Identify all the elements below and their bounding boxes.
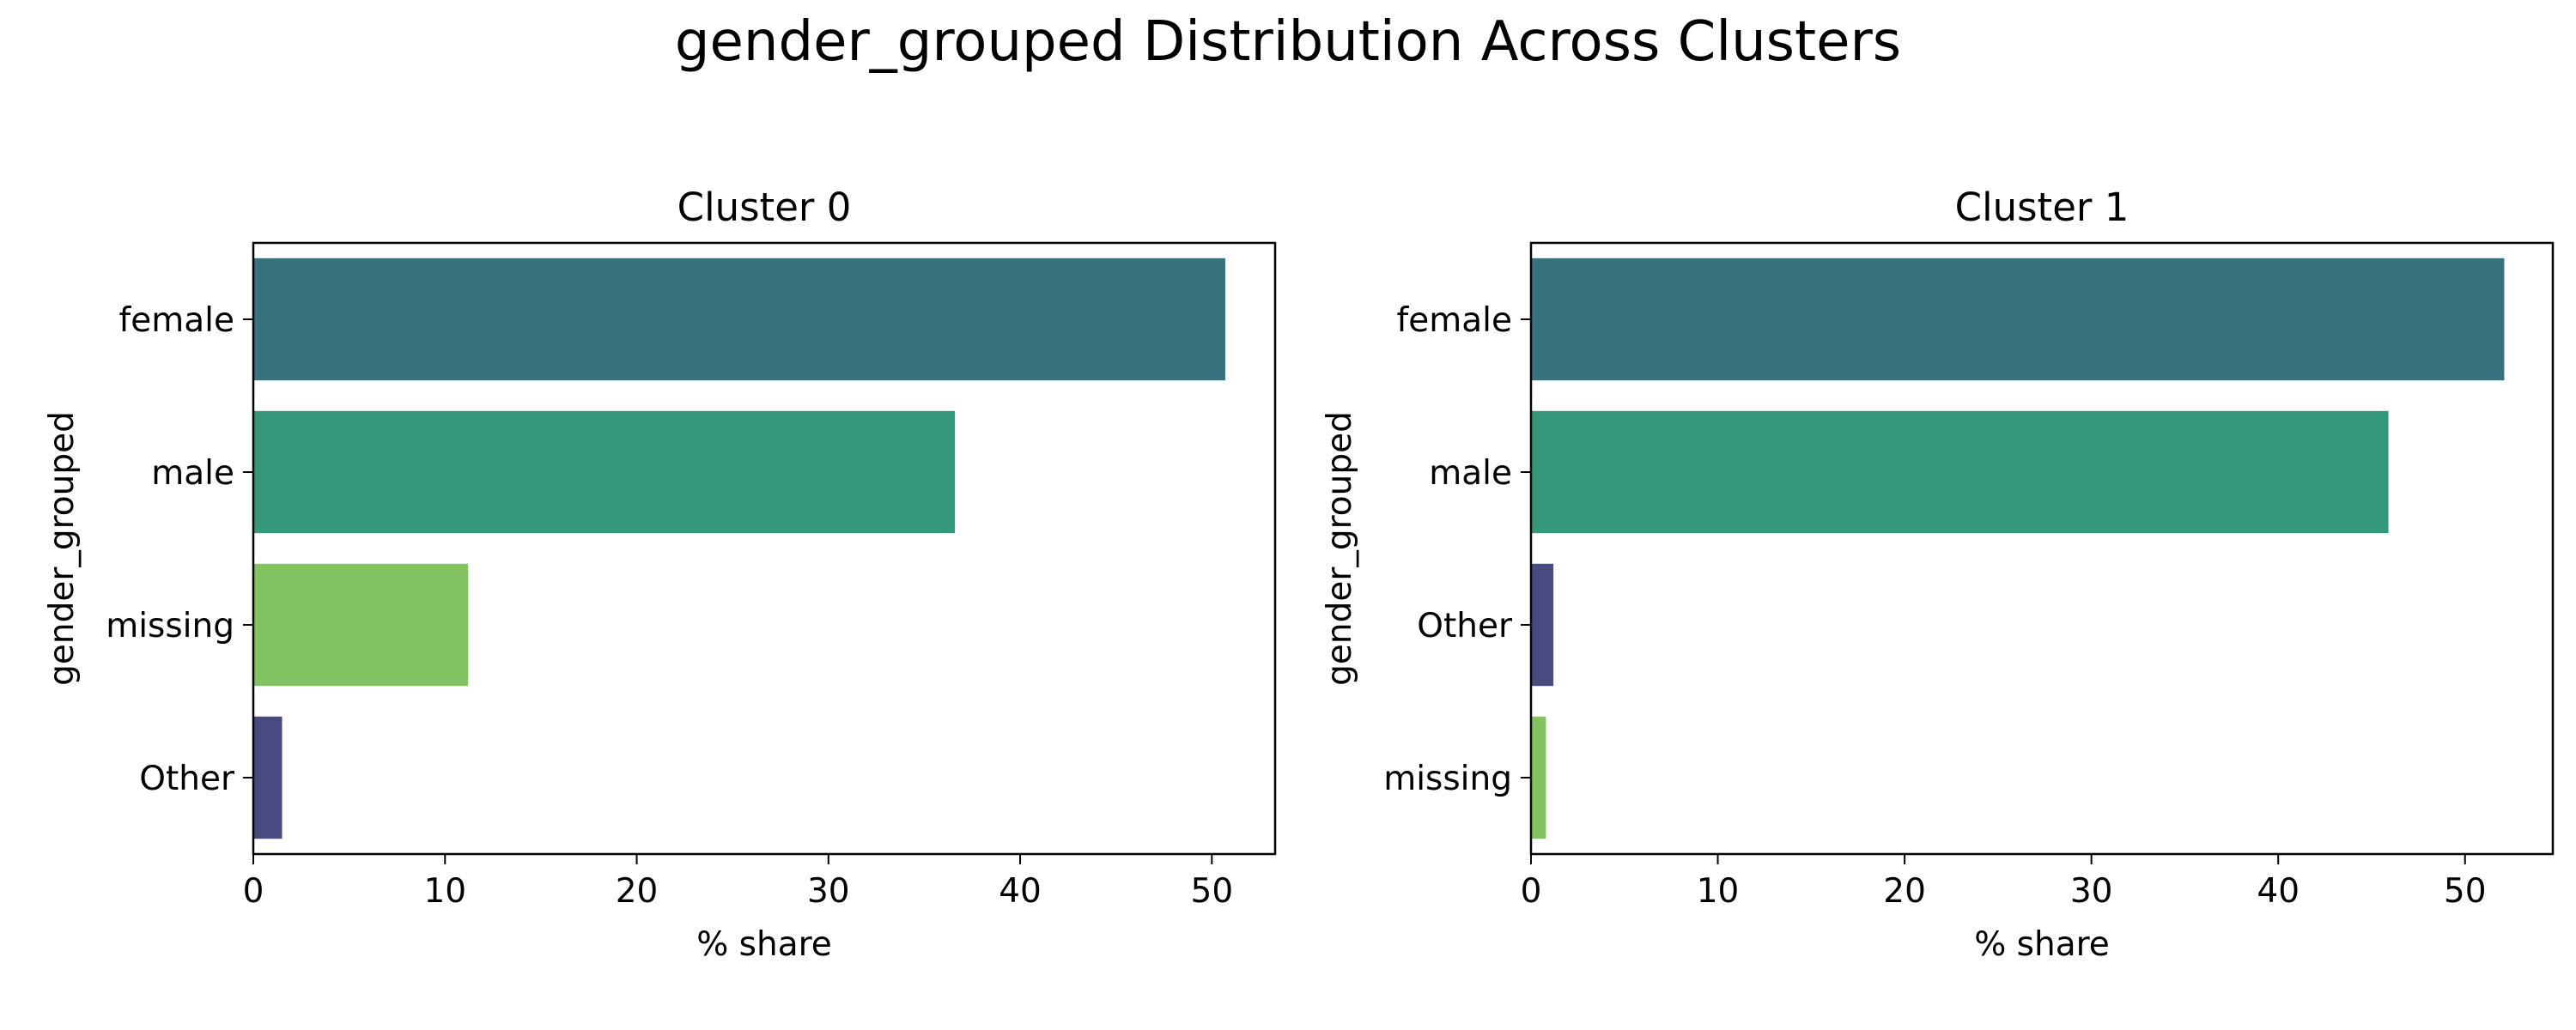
bar-missing <box>253 564 468 686</box>
y-tick-label: missing <box>106 607 234 645</box>
panel-cluster-1: female male Other missing 0 10 20 30 40 50 Cluster… <box>1321 185 2553 964</box>
bar-male <box>1531 411 2389 533</box>
panel-title: Cluster 0 <box>677 185 852 230</box>
x-tick-label: 50 <box>2444 872 2487 911</box>
bar-missing <box>1531 717 1546 839</box>
y-tick-label: female <box>1397 301 1512 340</box>
y-tick-label: Other <box>1417 607 1513 645</box>
x-tick-label: 20 <box>616 872 659 911</box>
x-tick-label: 10 <box>423 872 466 911</box>
panel-cluster-0: female male missing Other 0 10 20 30 40 50 Cluster… <box>43 185 1275 964</box>
bar-female <box>1531 258 2504 380</box>
x-axis-label: % share <box>1974 925 2110 964</box>
bar-female <box>253 258 1225 380</box>
x-tick-label: 30 <box>2070 872 2113 911</box>
x-axis-label: % share <box>696 925 832 964</box>
y-tick-label: male <box>151 454 234 493</box>
bar-other <box>253 717 282 839</box>
y-tick-label: missing <box>1383 760 1512 798</box>
figure-title: gender_grouped Distribution Across Clust… <box>675 10 1901 74</box>
bar-male <box>253 411 955 533</box>
x-tick-label: 40 <box>999 872 1042 911</box>
bar-other <box>1531 564 1553 686</box>
y-tick-label: female <box>119 301 234 340</box>
x-tick-label: 20 <box>1883 872 1926 911</box>
y-axis-label: gender_grouped <box>43 411 82 686</box>
x-tick-label: 40 <box>2257 872 2300 911</box>
y-axis-label: gender_grouped <box>1321 411 1359 686</box>
y-tick-label: male <box>1429 454 1512 493</box>
y-tick-label: Other <box>139 760 235 798</box>
x-tick-label: 10 <box>1697 872 1740 911</box>
x-tick-label: 50 <box>1191 872 1234 911</box>
panel-title: Cluster 1 <box>1955 185 2129 230</box>
x-tick-label: 0 <box>243 872 264 911</box>
x-tick-label: 30 <box>807 872 850 911</box>
x-tick-label: 0 <box>1521 872 1542 911</box>
